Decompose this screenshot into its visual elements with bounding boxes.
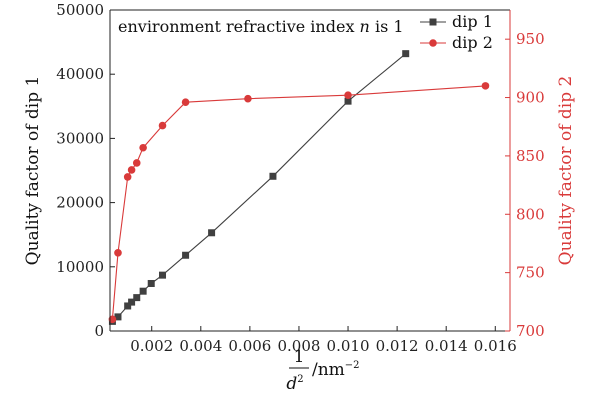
data-point-dip-1: [182, 251, 190, 259]
x-axis-title-denominator-exponent: 2: [297, 374, 303, 385]
legend-marker-circle: [429, 39, 437, 47]
data-point-dip-2: [481, 82, 490, 90]
x-tick-label: 0.006: [228, 337, 271, 355]
data-point-dip-1: [114, 313, 122, 321]
legend-marker-square: [429, 18, 437, 26]
data-point-dip-2: [114, 248, 122, 257]
data-point-dip-2: [139, 143, 147, 152]
left-y-tick-label: 0: [94, 322, 104, 340]
data-point-dip-2: [127, 166, 136, 174]
data-point-dip-1: [402, 50, 410, 58]
x-axis-title-denominator-base: d: [286, 374, 297, 394]
annotation-suffix: is 1: [370, 17, 404, 36]
annotation-variable: n: [360, 17, 370, 36]
legend-label: dip 1: [452, 12, 493, 31]
data-point-dip-2: [108, 315, 117, 324]
x-tick-label: 0.008: [277, 337, 320, 355]
right-y-axis-title: Quality factor of dip 2: [556, 76, 576, 266]
data-point-dip-1: [124, 302, 132, 310]
legend-label: dip 2: [452, 33, 493, 52]
data-point-dip-2: [158, 121, 167, 130]
x-tick-label: 0.016: [474, 337, 517, 355]
data-point-dip-2: [181, 98, 190, 107]
x-tick-label: 0.010: [327, 337, 370, 355]
data-point-dip-1: [344, 97, 352, 105]
right-y-tick-label: 800: [516, 205, 545, 223]
data-point-dip-1: [159, 271, 167, 279]
data-point-dip-1: [133, 294, 141, 302]
x-tick-label: 0.012: [376, 337, 419, 355]
right-y-tick-label: 900: [516, 89, 545, 107]
left-y-tick-label: 40000: [56, 65, 104, 83]
right-y-tick-label: 950: [516, 30, 545, 48]
data-point-dip-2: [244, 94, 252, 103]
left-y-tick-label: 20000: [56, 194, 104, 212]
data-point-dip-1: [147, 279, 155, 287]
x-tick-label: 0.002: [130, 337, 173, 355]
x-axis-title-unit-base: /nm: [312, 360, 345, 380]
x-axis-title-denominator: d2: [286, 374, 303, 394]
data-point-dip-2: [132, 159, 141, 167]
data-point-dip-1: [208, 229, 216, 237]
left-y-tick-label: 50000: [56, 1, 104, 19]
right-y-tick-label: 700: [516, 322, 545, 340]
right-y-tick-label: 750: [516, 264, 545, 282]
x-axis-title-numerator: 1: [294, 347, 305, 367]
annotation-prefix: environment refractive index: [118, 17, 360, 36]
x-tick-label: 0.014: [425, 337, 468, 355]
data-point-dip-2: [344, 91, 352, 100]
x-axis-title-unit-exponent: −2: [345, 360, 360, 371]
left-y-axis-title: Quality factor of dip 1: [23, 76, 43, 266]
series-line-dip-2: [111, 85, 486, 320]
x-axis-title-unit: /nm−2: [312, 360, 360, 380]
right-y-tick-label: 850: [516, 147, 545, 165]
left-y-tick-label: 30000: [56, 129, 104, 147]
data-point-dip-1: [139, 287, 147, 295]
chart-annotation: environment refractive index n is 1: [118, 17, 404, 36]
x-tick-label: 0.004: [179, 337, 222, 355]
left-y-tick-label: 10000: [56, 258, 104, 276]
data-point-dip-1: [128, 298, 136, 306]
data-point-dip-1: [269, 172, 277, 180]
data-point-dip-2: [123, 173, 132, 181]
